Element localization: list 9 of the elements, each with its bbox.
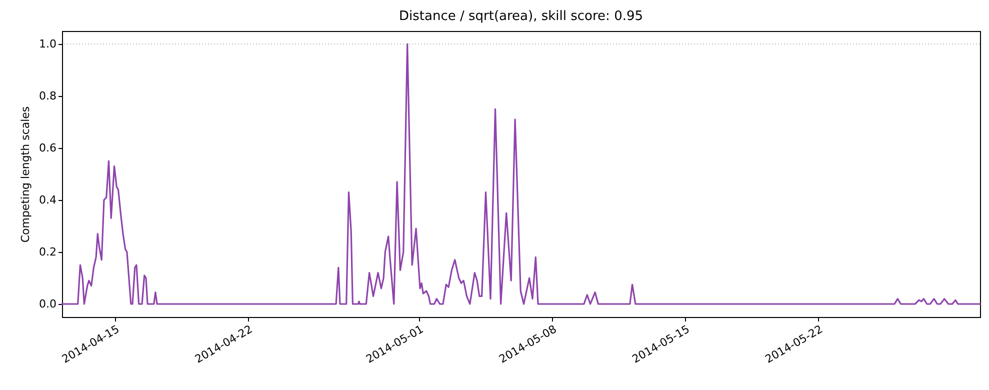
line-series: [61, 43, 981, 305]
y-tick-label: 0.6: [39, 142, 56, 154]
y-tick-label: 1.0: [39, 38, 56, 50]
y-tick-label: 0.2: [39, 246, 56, 258]
y-tick-label: 0.0: [39, 298, 56, 310]
y-axis-title: Competing length scales: [19, 106, 32, 243]
y-tick-label: 0.4: [39, 194, 56, 206]
y-tick-label: 0.8: [39, 90, 56, 102]
chart-title: Distance / sqrt(area), skill score: 0.95: [398, 9, 644, 24]
